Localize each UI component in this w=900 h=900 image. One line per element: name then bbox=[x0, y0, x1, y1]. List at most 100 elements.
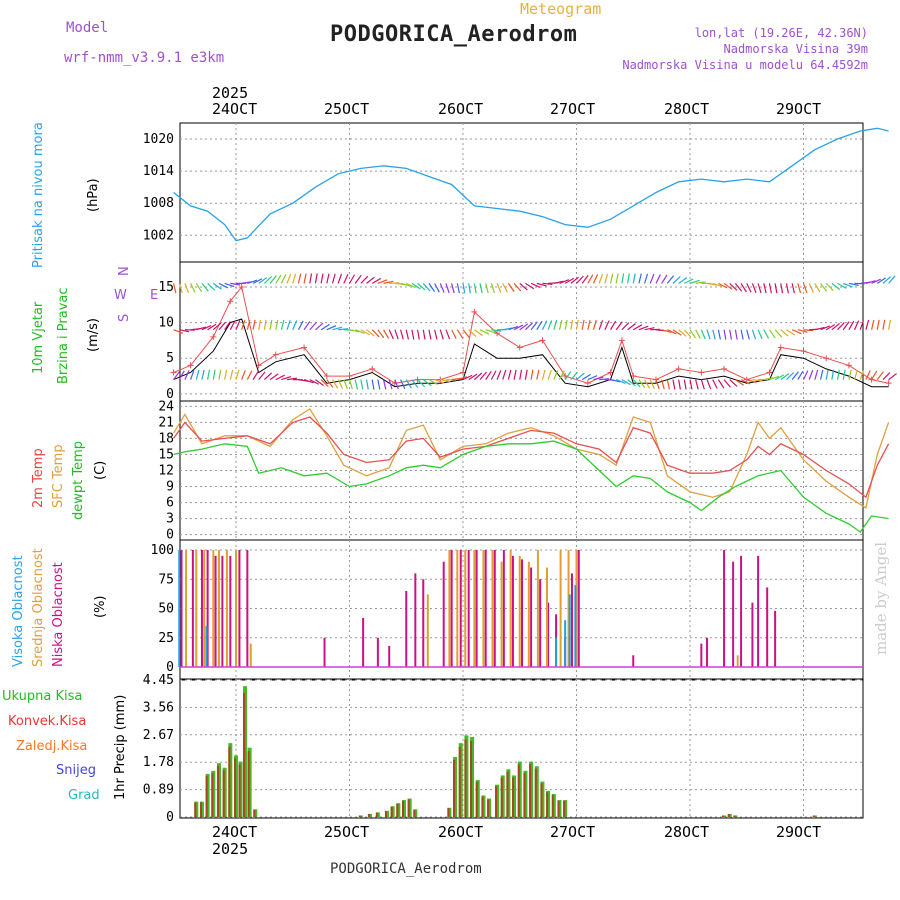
cloud-bar-visoka bbox=[574, 585, 577, 667]
ytick-label: 3 bbox=[166, 512, 174, 527]
cloud-bar-niska bbox=[214, 555, 217, 667]
wind-arrow bbox=[615, 273, 619, 284]
precip-conv-bar bbox=[228, 746, 231, 817]
coords-label: lon,lat (19.26E, 42.36N) bbox=[694, 26, 868, 40]
xtick-top-27: 27OCT bbox=[550, 100, 595, 118]
wind-arrow bbox=[434, 283, 440, 293]
wind-arrow bbox=[689, 379, 693, 390]
compass-n: N bbox=[117, 266, 132, 276]
wind-arrow bbox=[576, 275, 584, 284]
wind-arrow bbox=[496, 283, 502, 293]
gust-marker bbox=[845, 362, 852, 369]
wind-arrow bbox=[700, 329, 706, 340]
wind-arrow bbox=[774, 283, 778, 294]
wind-arrow bbox=[752, 379, 763, 382]
wind-arrow bbox=[292, 273, 297, 284]
wind-arrow bbox=[780, 373, 790, 381]
wind-arrow bbox=[564, 319, 568, 330]
wind-arrow bbox=[723, 329, 727, 340]
wind-arrow bbox=[723, 379, 731, 388]
wind-arrow bbox=[338, 328, 349, 331]
legend-konvek: Konvek.Kisa bbox=[8, 714, 86, 729]
wind-arrow bbox=[462, 329, 470, 338]
precip-conv-bar bbox=[205, 776, 208, 817]
wind-arrow bbox=[848, 282, 859, 286]
wind-arrow bbox=[746, 379, 757, 384]
wind-arrow bbox=[871, 278, 881, 284]
wind-arrow bbox=[207, 369, 211, 380]
wind-arrow bbox=[746, 283, 752, 293]
wind-arrow bbox=[456, 283, 460, 294]
cloud-ylabel-mid: Srednja Oblacnost bbox=[31, 548, 46, 667]
wind-arrow bbox=[377, 329, 385, 339]
ytick-label: 15 bbox=[158, 280, 174, 295]
wind-arrow bbox=[649, 379, 655, 390]
wind-arrow bbox=[297, 273, 302, 284]
wind-arrow bbox=[451, 283, 455, 294]
wind-arrow bbox=[706, 329, 711, 340]
wind-arrow bbox=[235, 320, 241, 330]
wind-arrow bbox=[632, 273, 636, 284]
wind-arrow bbox=[371, 379, 375, 390]
wind-arrow bbox=[462, 283, 466, 294]
wind-arrow bbox=[337, 379, 344, 389]
wind-arrow bbox=[457, 376, 468, 381]
wind-arrow bbox=[382, 379, 387, 390]
wind-arrow bbox=[712, 329, 716, 340]
cloud-bar-niska bbox=[577, 550, 580, 667]
wind-arrow bbox=[661, 274, 668, 284]
cloud-bar-srednja bbox=[212, 550, 215, 667]
precip-conv-bar bbox=[358, 815, 361, 817]
precip-conv-bar bbox=[367, 814, 370, 817]
legend-snijeg: Snijeg bbox=[56, 763, 96, 778]
wind-arrow bbox=[269, 319, 273, 330]
wind-arrow bbox=[479, 283, 483, 294]
wind-arrow bbox=[195, 369, 200, 380]
wind-arrow bbox=[394, 379, 399, 390]
wind-arrow bbox=[718, 282, 728, 289]
wind-arrow bbox=[207, 282, 216, 291]
wind-arrow bbox=[348, 379, 353, 390]
wind-arrow bbox=[326, 379, 334, 388]
precip-panel bbox=[179, 678, 864, 819]
wind-arrow bbox=[349, 329, 360, 333]
wind-arrow bbox=[723, 282, 733, 290]
wind-arrow bbox=[343, 274, 349, 284]
precip-conv-bar bbox=[253, 809, 256, 817]
precip-conv-bar bbox=[812, 815, 815, 817]
precip-conv-bar bbox=[238, 764, 241, 817]
legend-grad: Grad bbox=[68, 788, 100, 803]
wind-arrow bbox=[286, 320, 291, 330]
precip-conv-bar bbox=[234, 758, 236, 817]
cloud-bar-srednja bbox=[491, 550, 494, 667]
wind-arrow bbox=[383, 280, 394, 284]
wind-arrow bbox=[172, 283, 177, 294]
wind-arrow bbox=[644, 273, 649, 284]
wind-arrow bbox=[683, 379, 687, 390]
cloud-bar-niska bbox=[570, 573, 573, 667]
wind-arrow bbox=[638, 273, 642, 284]
wind-arrow bbox=[491, 329, 502, 332]
cloud-bar-niska bbox=[751, 602, 754, 667]
cloud-bar-srednja bbox=[736, 655, 739, 667]
wind-arrow bbox=[241, 320, 246, 330]
precip-conv-bar bbox=[247, 751, 250, 817]
ytick-label: 1008 bbox=[143, 196, 174, 211]
gust-marker bbox=[346, 373, 353, 380]
precip-conv-bar bbox=[517, 764, 520, 817]
precip-conv-bar bbox=[464, 739, 467, 817]
wind-arrow bbox=[365, 379, 369, 390]
gust-marker bbox=[584, 380, 591, 387]
wind-arrow bbox=[445, 283, 450, 294]
wind-arrow bbox=[263, 372, 273, 381]
year-label-top: 2025 bbox=[212, 84, 248, 102]
wind-arrow bbox=[604, 320, 610, 330]
wind-arrow bbox=[695, 329, 701, 339]
wind-arrow bbox=[366, 276, 375, 284]
wind-arrow bbox=[678, 277, 688, 284]
wind-arrow bbox=[888, 373, 897, 381]
wind-arrow bbox=[348, 274, 356, 284]
wind-arrow bbox=[621, 322, 630, 331]
wind-arrow bbox=[740, 329, 744, 340]
wind-arrow bbox=[558, 370, 565, 380]
